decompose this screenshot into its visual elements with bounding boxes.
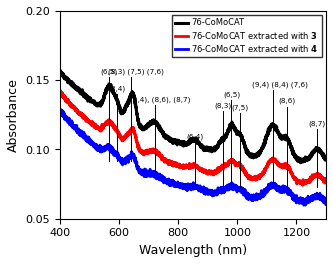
Text: (6,4): (6,4): [186, 134, 203, 140]
X-axis label: Wavelength (nm): Wavelength (nm): [139, 244, 247, 257]
Y-axis label: Absorbance: Absorbance: [7, 78, 20, 152]
Text: (9,4), (8,6), (8,7): (9,4), (8,6), (8,7): [130, 97, 190, 103]
Legend: 76-CoMoCAT, 76-CoMoCAT extracted with $\mathbf{3}$, 76-CoMoCAT extracted with $\: 76-CoMoCAT, 76-CoMoCAT extracted with $\…: [172, 15, 322, 57]
Text: (8,6): (8,6): [278, 98, 296, 105]
Text: (8,7): (8,7): [309, 120, 326, 127]
Text: (8,4): (8,4): [108, 86, 125, 92]
Text: (9,4) (8,4) (7,6): (9,4) (8,4) (7,6): [252, 81, 308, 88]
Text: (6,5): (6,5): [101, 69, 118, 76]
Text: (7,5): (7,5): [232, 105, 249, 111]
Text: (8,3): (8,3): [214, 102, 231, 109]
Text: (6,5): (6,5): [223, 91, 240, 97]
Text: (8,3) (7,5) (7,6): (8,3) (7,5) (7,6): [108, 69, 164, 76]
